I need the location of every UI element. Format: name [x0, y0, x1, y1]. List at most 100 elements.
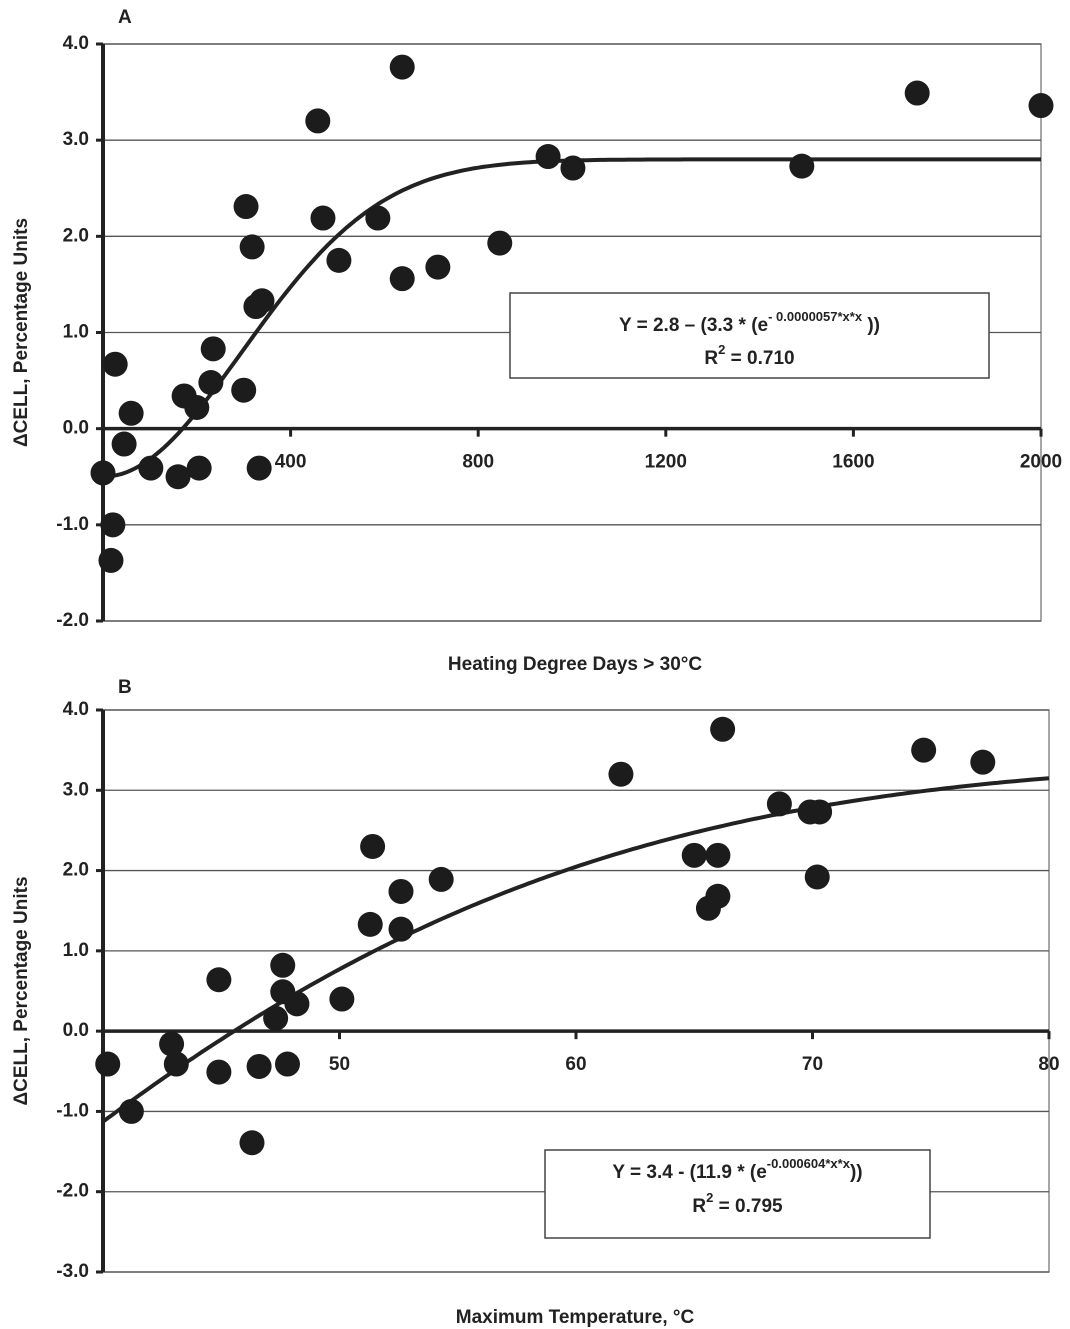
y-axis-title: ΔCELL, Percentage Units	[11, 218, 32, 447]
data-point	[487, 230, 513, 256]
y-tick-label: -2.0	[56, 610, 89, 631]
x-tick-label: 800	[462, 452, 494, 473]
data-point	[111, 431, 137, 457]
y-tick-label: 0.0	[63, 418, 89, 439]
equation: Y = 2.8 – (3.3 * (e- 0.0000057*x*x ))	[619, 309, 880, 336]
data-point	[138, 455, 164, 481]
x-axis-title: Maximum Temperature, °C	[456, 1307, 695, 1328]
data-point	[389, 54, 415, 80]
x-axis-title: Heating Degree Days > 30°C	[448, 654, 702, 675]
data-point	[274, 1051, 300, 1077]
y-tick-label: 1.0	[63, 940, 89, 961]
y-tick-label: 3.0	[63, 129, 89, 150]
y-tick-label: 2.0	[63, 225, 89, 246]
data-point	[233, 194, 259, 220]
data-point	[388, 916, 414, 942]
x-tick-label: 70	[802, 1054, 823, 1075]
y-tick-label: -2.0	[56, 1181, 89, 1202]
r-power: 2	[706, 1190, 713, 1205]
fit-curve	[103, 776, 1050, 1124]
data-point	[804, 864, 830, 890]
data-point	[163, 1051, 189, 1077]
data-point	[970, 749, 996, 775]
data-point	[198, 370, 224, 396]
r-power: 2	[718, 342, 725, 357]
equation-box	[544, 1149, 931, 1239]
data-point	[360, 833, 386, 859]
data-point	[90, 460, 116, 486]
equation-close: ))	[862, 315, 880, 336]
data-point	[118, 400, 144, 426]
data-point	[705, 883, 731, 909]
data-point	[1028, 93, 1054, 119]
data-point	[239, 1130, 265, 1156]
x-tick-label: 400	[275, 452, 307, 473]
panel-label: B	[118, 677, 132, 698]
y-tick-label: -3.0	[56, 1261, 89, 1282]
data-point	[249, 288, 275, 314]
equation-base: Y = 3.4 - (11.9 * (e	[612, 1162, 766, 1183]
equation: Y = 3.4 - (11.9 * (e-0.000604*x*x))	[612, 1156, 862, 1183]
data-point	[428, 866, 454, 892]
data-point	[560, 155, 586, 181]
data-point	[911, 737, 937, 763]
y-tick-label: 0.0	[63, 1020, 89, 1041]
data-point	[807, 799, 833, 825]
equation-box	[509, 292, 990, 379]
data-point	[305, 108, 331, 134]
x-tick-label: 80	[1038, 1054, 1059, 1075]
r-symbol: R	[704, 348, 718, 369]
data-point	[206, 1059, 232, 1085]
data-point	[389, 266, 415, 292]
y-tick-label: 2.0	[63, 860, 89, 881]
data-point	[310, 205, 336, 231]
data-point	[239, 234, 265, 260]
data-point	[246, 1053, 272, 1079]
data-point	[206, 967, 232, 993]
data-point	[263, 1005, 289, 1031]
data-point	[681, 842, 707, 868]
equation-exponent: - 0.0000057*x*x	[768, 309, 863, 324]
data-point	[535, 144, 561, 170]
data-point	[284, 991, 310, 1017]
y-tick-label: 4.0	[63, 699, 89, 720]
data-point	[102, 351, 128, 377]
data-point	[98, 547, 124, 573]
data-point	[365, 205, 391, 231]
x-tick-label: 60	[565, 1054, 586, 1075]
data-point	[100, 512, 126, 538]
data-point	[159, 1031, 185, 1057]
data-point	[184, 395, 210, 421]
data-point	[118, 1098, 144, 1124]
data-point	[270, 952, 296, 978]
data-point	[705, 842, 731, 868]
data-point	[357, 911, 383, 937]
y-tick-label: 1.0	[63, 322, 89, 343]
r-value: = 0.710	[725, 348, 794, 369]
x-tick-label: 1600	[832, 452, 874, 473]
x-tick-label: 50	[329, 1054, 350, 1075]
data-point	[766, 791, 792, 817]
data-point	[789, 153, 815, 179]
data-point	[710, 716, 736, 742]
data-point	[608, 761, 634, 787]
y-tick-label: -1.0	[56, 1100, 89, 1121]
x-tick-label: 2000	[1020, 452, 1062, 473]
r-value: = 0.795	[713, 1196, 783, 1217]
data-point	[186, 455, 212, 481]
data-point	[388, 878, 414, 904]
data-point	[329, 986, 355, 1012]
data-point	[165, 464, 191, 490]
data-point	[326, 247, 352, 273]
r-symbol: R	[692, 1196, 706, 1217]
y-tick-label: -1.0	[56, 514, 89, 535]
y-tick-label: 4.0	[63, 33, 89, 54]
equation-close: ))	[850, 1162, 863, 1183]
panel-label: A	[118, 7, 132, 28]
equation-exponent: -0.000604*x*x	[767, 1156, 851, 1171]
x-tick-label: 1200	[645, 452, 687, 473]
r-squared: R2 = 0.795	[692, 1190, 783, 1217]
data-point	[231, 377, 257, 403]
y-tick-label: 3.0	[63, 779, 89, 800]
